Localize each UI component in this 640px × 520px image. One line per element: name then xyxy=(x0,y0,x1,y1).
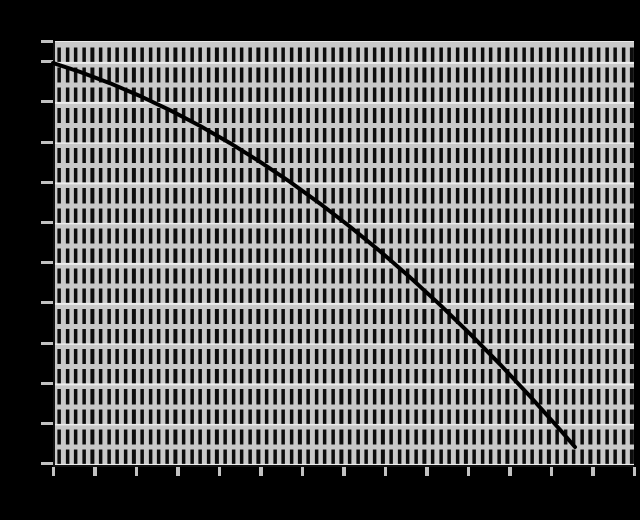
y-axis-tick xyxy=(41,221,53,224)
y-axis-tick xyxy=(41,261,53,265)
x-axis-tick xyxy=(632,467,637,476)
y-axis-tick xyxy=(41,301,53,305)
y-axis-tick xyxy=(41,39,53,43)
y-axis-tick xyxy=(41,422,53,425)
x-axis-tick xyxy=(217,467,222,476)
x-axis-tick xyxy=(134,467,139,476)
x-axis-tick xyxy=(591,467,595,476)
y-axis-tick xyxy=(41,60,53,64)
y-axis-tick xyxy=(41,180,53,184)
y-axis-tick xyxy=(41,100,53,104)
y-axis-tick xyxy=(41,140,53,144)
x-axis-tick xyxy=(259,467,263,476)
x-axis-tick xyxy=(51,467,56,476)
x-axis-tick xyxy=(425,467,429,476)
x-axis-tick xyxy=(508,467,512,476)
x-axis-tick xyxy=(93,467,97,476)
x-axis-tick xyxy=(342,467,346,476)
y-axis-tick xyxy=(41,381,53,385)
y-axis-tick xyxy=(41,341,53,345)
x-axis-tick xyxy=(383,467,388,476)
x-axis-tick xyxy=(300,467,305,476)
x-axis-tick xyxy=(549,467,554,476)
x-axis-tick xyxy=(176,467,180,476)
x-axis-tick xyxy=(466,467,471,476)
y-axis-tick xyxy=(41,462,53,466)
plot-area xyxy=(53,41,634,467)
